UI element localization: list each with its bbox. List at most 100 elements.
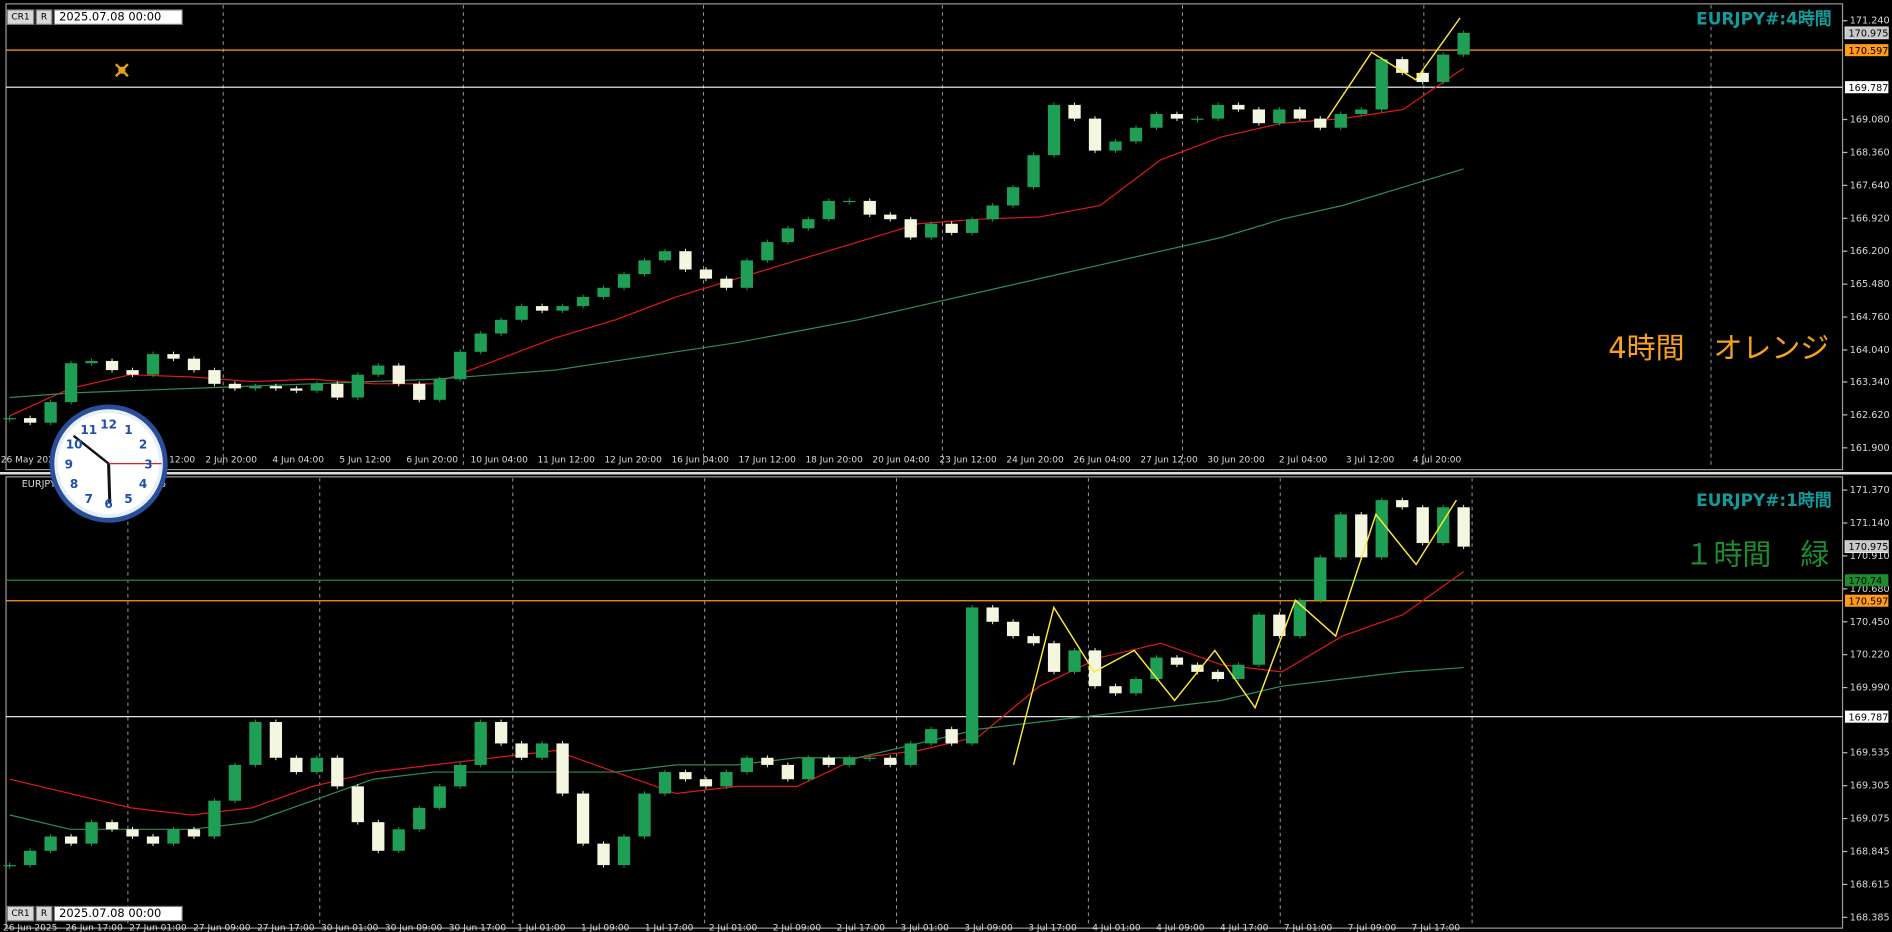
clock-number: 6 [104,497,112,511]
candle [392,829,405,851]
price-label: 170.975 [1849,28,1889,39]
x-tick-label: 17 Jun 12:00 [738,455,796,465]
annotation: １時間 緑 [1685,537,1830,571]
candle [351,374,364,398]
x-tick-label: 30 Jun 17:00 [449,924,507,932]
chart-title: EURJPY#:4時間 [1696,9,1831,29]
clock-number: 8 [70,477,78,491]
candle [1047,643,1061,672]
y-tick-label: 168.385 [1850,912,1890,923]
level-label: 169.787 [1849,83,1889,94]
toolbar-button[interactable] [6,9,35,25]
candle [1457,507,1470,547]
candle [884,757,897,765]
candle [1068,650,1081,672]
candle [1314,118,1327,128]
level-label-box [1844,44,1889,57]
candle [187,358,201,371]
candle [761,242,774,261]
candle [1334,514,1347,558]
candle [146,836,160,844]
candle [1293,109,1306,119]
candle [372,822,385,851]
candle [781,228,794,243]
price-box [1844,540,1889,553]
candle [1252,614,1266,665]
x-tick-label: 23 Jun 12:00 [939,455,997,465]
x-tick-label: 27 Jun 01:00 [129,924,187,932]
y-tick-label: 166.200 [1850,246,1890,257]
x-tick-label: 30 Jun 09:00 [385,924,443,932]
y-tick-label: 171.140 [1850,518,1890,529]
clock-number: 11 [80,423,97,437]
y-tick-label: 168.845 [1850,847,1890,858]
candle [494,721,508,744]
x-tick-label: 27 Jun 09:00 [193,924,251,932]
candle [494,319,508,334]
candle [1252,109,1266,124]
candle [843,200,856,203]
moving-average [9,67,1464,417]
candle [1191,664,1204,672]
candle [1109,141,1122,151]
chart-title: EURJPY#:1時間 [1696,490,1831,510]
candle [638,260,651,275]
candle [290,388,303,391]
x-tick-label: 26 Jun 17:00 [65,924,123,932]
x-tick-label: 18 Jun 20:00 [805,455,863,465]
x-tick-label: 4 Jul 01:00 [1092,924,1141,932]
clock-number: 1 [124,423,132,437]
x-tick-label: 4 Jul 17:00 [1220,924,1269,932]
candle [638,793,651,837]
x-tick-label: 3 Jul 17:00 [1028,924,1077,932]
date-field[interactable] [53,905,183,922]
y-tick-label: 170.680 [1850,584,1890,595]
candle [556,306,569,311]
candle [23,850,37,866]
candle [64,363,78,403]
y-tick-label: 171.240 [1850,16,1890,27]
x-tick-label: 12 Jun 20:00 [604,455,662,465]
pane-frame [5,476,1844,929]
candle [1232,664,1245,680]
candle [556,743,569,794]
y-tick-label: 169.990 [1850,683,1890,694]
toolbar-button[interactable] [6,905,35,922]
candle [802,757,815,780]
clock-number: 3 [144,457,152,471]
date-field[interactable] [53,9,183,25]
candle [1355,514,1368,558]
date-text: 2025.07.08 00:00 [59,10,161,24]
y-tick-label: 170.910 [1850,551,1890,562]
candle [1375,500,1388,558]
candle [1170,657,1184,665]
level-label-box [1844,594,1889,607]
candle [392,365,405,384]
candle [1109,686,1122,694]
candle [576,793,590,844]
candle [535,743,549,758]
candle [597,843,610,866]
toolbar-label: R [41,909,48,919]
clock-number: 12 [100,417,117,431]
moving-average [9,571,1464,816]
candle [105,360,119,371]
toolbar-button[interactable] [35,905,53,922]
candle [1232,104,1245,110]
x-tick-label: 2 Jul 17:00 [837,924,886,932]
toolbar-button[interactable] [35,9,53,25]
candle [331,757,344,787]
y-tick-label: 169.075 [1850,814,1890,825]
x-tick-label: 30 Jun 20:00 [1207,455,1265,465]
candle [863,757,876,759]
candle [44,402,57,423]
candle [1027,155,1040,188]
candle [126,370,139,375]
candle [208,370,221,384]
price-box [1844,26,1889,40]
candle [1273,614,1286,637]
y-tick-label: 164.760 [1850,312,1890,323]
y-tick-label: 164.040 [1850,345,1890,356]
